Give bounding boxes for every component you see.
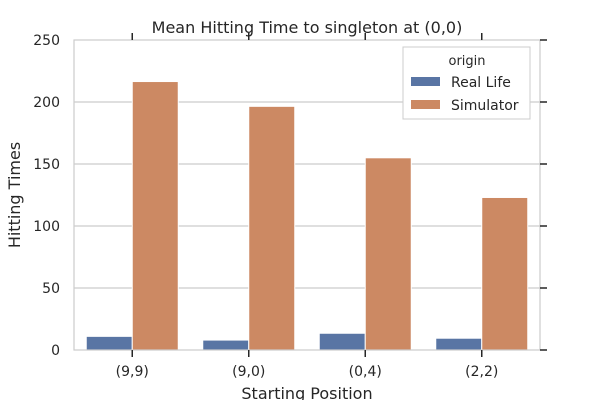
legend: origin Real Life Simulator (402, 46, 531, 120)
bar-simulator (364, 157, 412, 351)
bar-simulator (481, 196, 529, 351)
x-axis-label: Starting Position (241, 384, 372, 400)
x-tick-labels: (9,9) (9,0) (0,4) (2,2) (116, 364, 499, 380)
bar-simulator (248, 105, 296, 351)
tick-marks (131, 33, 547, 357)
bar-real-life (85, 335, 133, 351)
x-tick-label: (9,9) (116, 364, 149, 380)
x-tick-label: (0,4) (349, 364, 382, 380)
y-tick-label: 200 (33, 95, 60, 111)
bar-real-life (202, 339, 250, 351)
legend-swatch-real-life (411, 77, 440, 86)
bar-real-life (435, 337, 483, 351)
bar-real-life (318, 332, 366, 351)
y-tick-labels: 0 50 100 150 200 250 (33, 33, 60, 359)
bar-simulator (131, 81, 179, 351)
x-tick-label: (9,0) (232, 364, 265, 380)
plot-frame (73, 39, 541, 351)
bars (85, 81, 529, 351)
legend-label-real-life: Real Life (451, 75, 511, 91)
legend-title: origin (448, 54, 485, 69)
y-tick-label: 250 (33, 33, 60, 49)
chart-title: Mean Hitting Time to singleton at (0,0) (152, 18, 463, 37)
y-tick-label: 50 (42, 281, 60, 297)
y-tick-label: 100 (33, 219, 60, 235)
y-tick-label: 0 (51, 343, 60, 359)
legend-label-simulator: Simulator (451, 98, 519, 114)
legend-swatch-simulator (411, 100, 440, 109)
x-tick-label: (2,2) (465, 364, 498, 380)
y-axis-label: Hitting Times (5, 142, 24, 248)
y-tick-label: 150 (33, 157, 60, 173)
